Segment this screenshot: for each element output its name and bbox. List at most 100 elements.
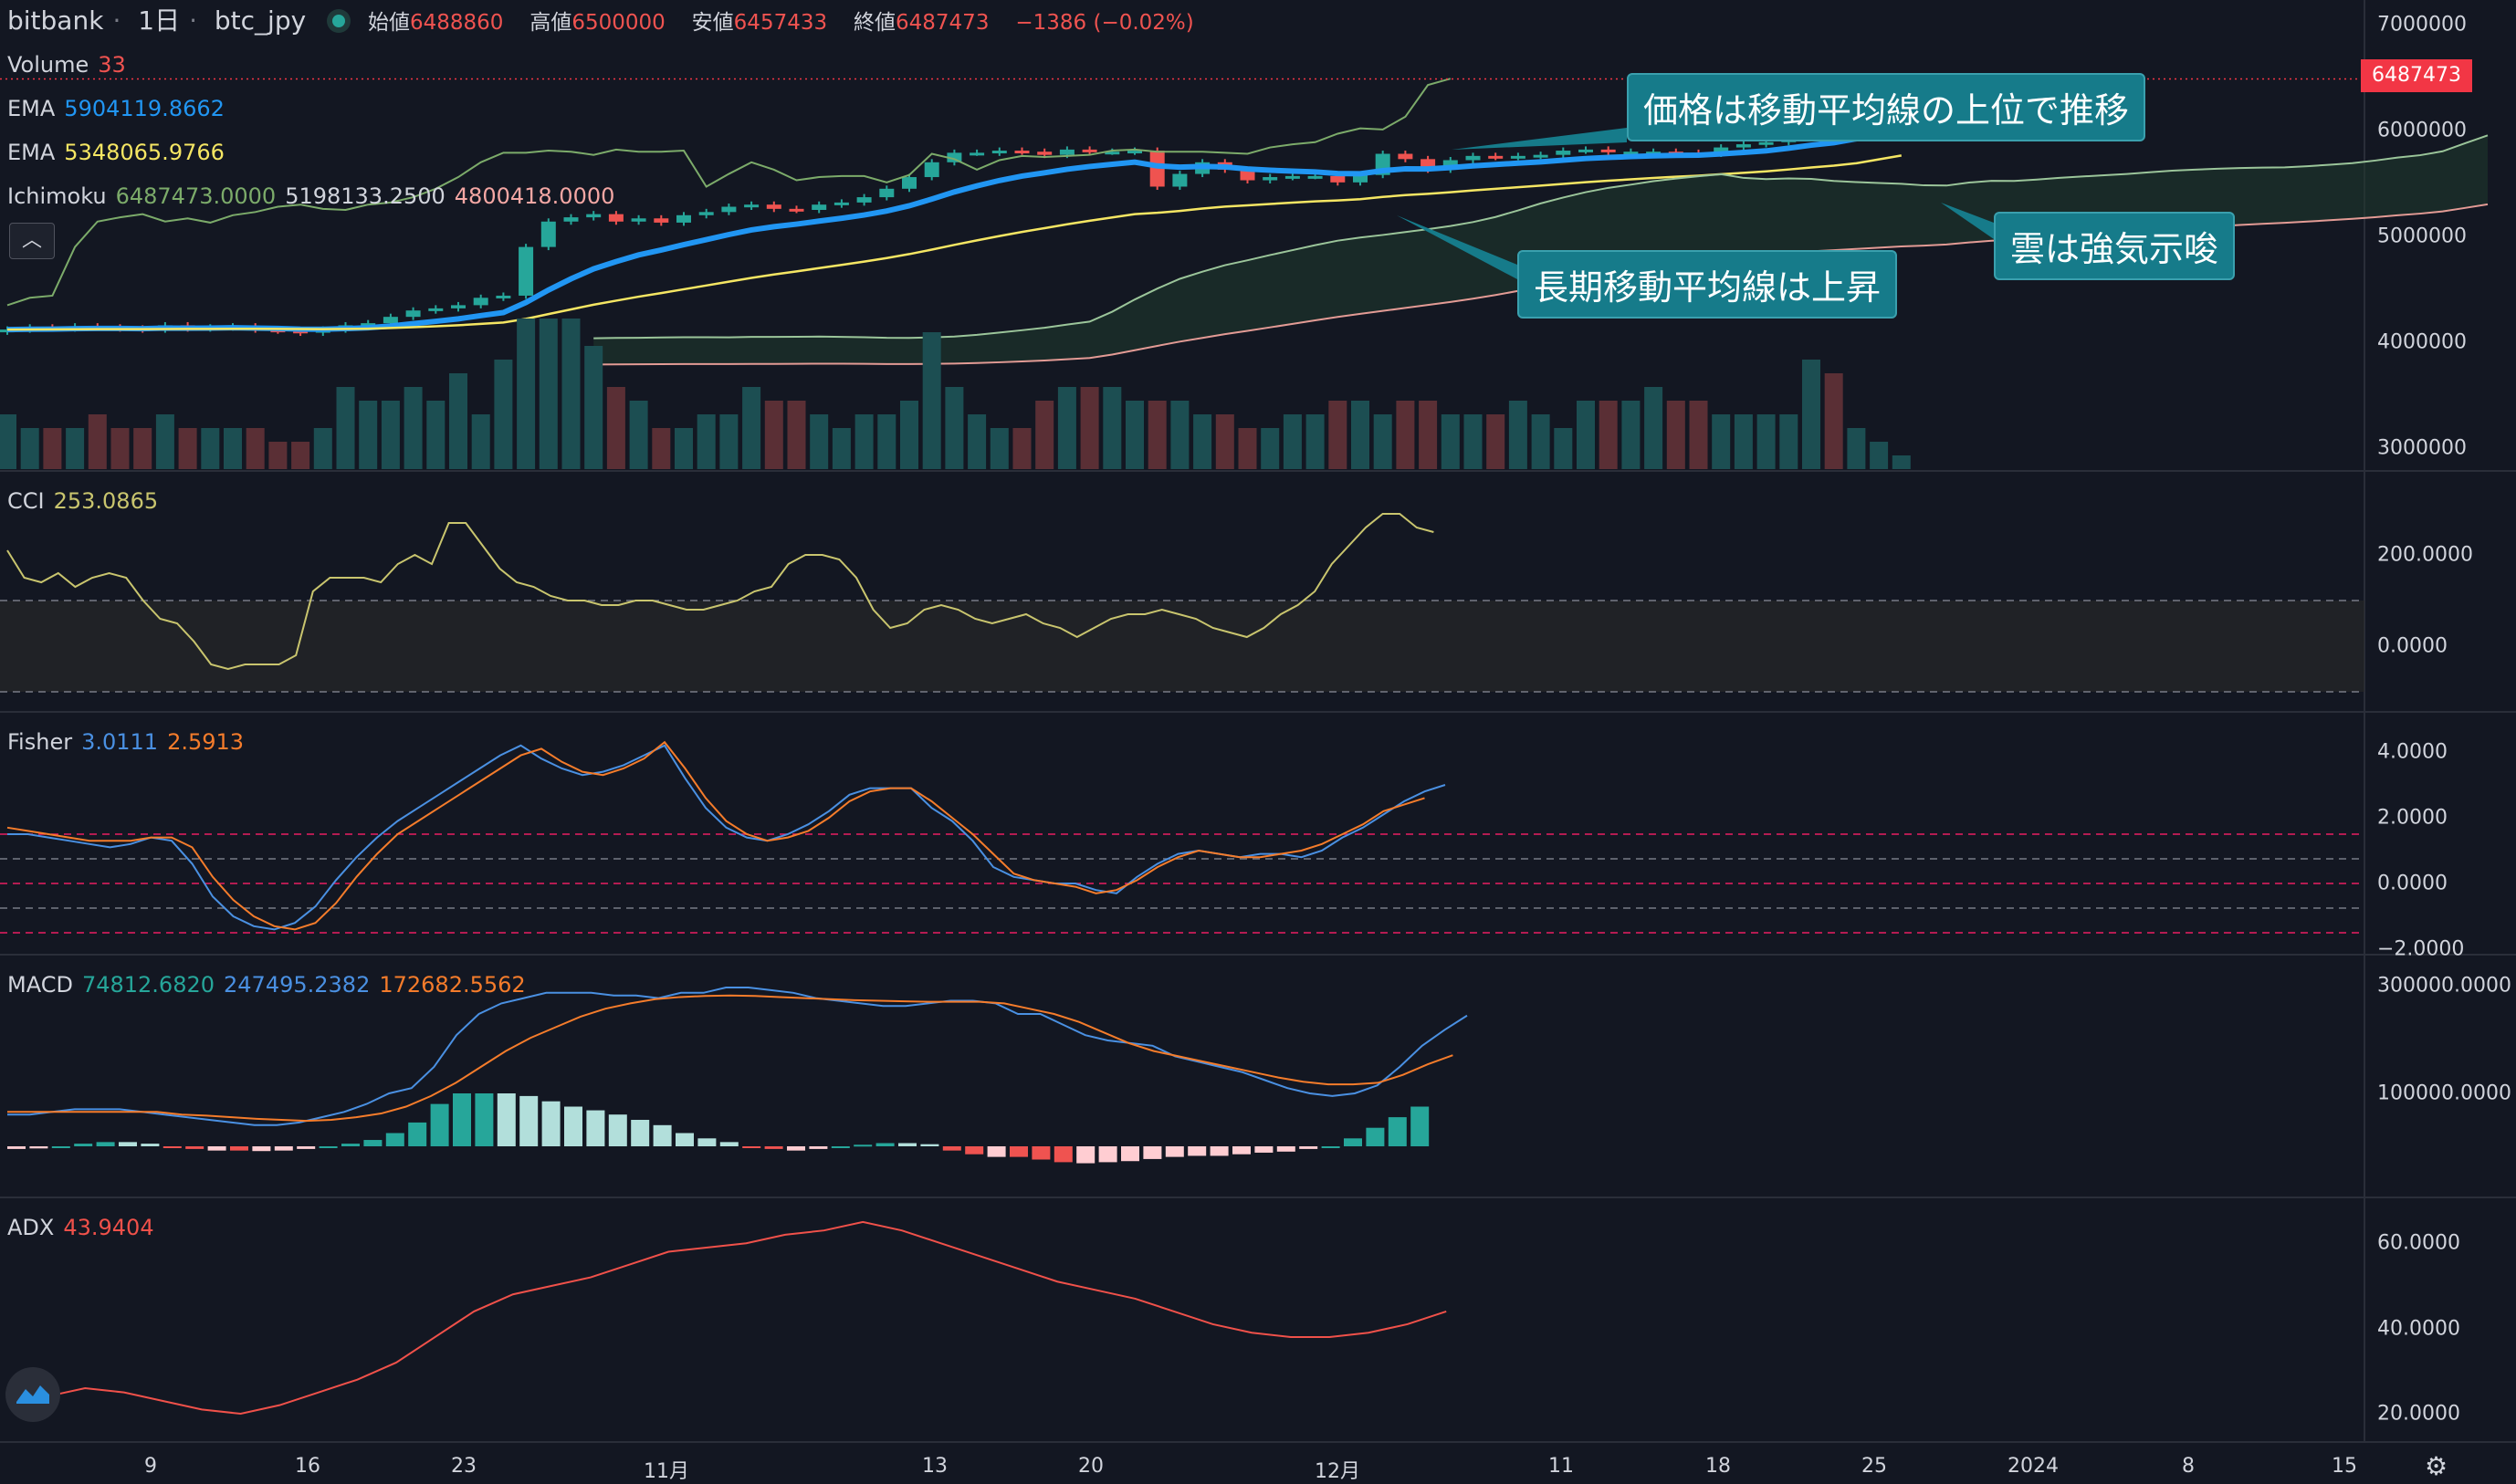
fisher-axis-label: 4.0000 [2377, 740, 2448, 764]
legend-ema-2[interactable]: EMA 5348065.9766 [7, 139, 234, 166]
volume-bar [1126, 401, 1144, 469]
legend-ichimoku[interactable]: Ichimoku 6487473.0000 5198133.2500 4800418.… [7, 183, 624, 210]
candle-body [1105, 152, 1120, 155]
annotation-long-ma-rising[interactable]: 長期移動平均線は上昇 [1517, 250, 1898, 319]
low-label: 安値 [691, 11, 734, 35]
symbol-name[interactable]: btc_jpy [214, 5, 307, 36]
macd-axis-label: 100000.0000 [2377, 1082, 2511, 1105]
candle-body [833, 202, 849, 205]
volume-bar [359, 401, 378, 469]
volume-bar [900, 401, 918, 469]
volume-bar [1057, 387, 1076, 469]
candle-body [293, 330, 309, 334]
volume-bar [810, 414, 829, 469]
legend-ema-1[interactable]: EMA 5904119.8662 [7, 95, 234, 122]
price-axis-label: 5000000 [2377, 225, 2467, 248]
ichimoku-cloud [593, 135, 2489, 365]
legend-fisher[interactable]: Fisher 3.0111 2.5913 [7, 728, 253, 756]
candle-body [1353, 174, 1368, 183]
legend-volume-name: Volume [7, 52, 89, 78]
last-price-tag: 6487473 [2361, 59, 2472, 92]
volume-bar [224, 428, 242, 469]
macd-histogram-bar [252, 1146, 271, 1152]
legend-ichimoku-v3: 4800418.0000 [454, 183, 615, 209]
macd-histogram-bar [1076, 1146, 1096, 1164]
volume-bar [1419, 401, 1438, 469]
candle-body [766, 204, 781, 209]
close-value: 6487473 [896, 11, 990, 35]
volume-bar [1148, 401, 1167, 469]
candle-body [1127, 151, 1142, 154]
volume-bar [1779, 414, 1798, 469]
volume-bar [606, 387, 625, 469]
tradingview-logo-icon[interactable] [5, 1367, 60, 1422]
macd-histogram-bar [1188, 1146, 1207, 1156]
candle-body [451, 305, 466, 308]
macd-histogram-bar [920, 1144, 939, 1146]
volume-bar [539, 319, 558, 469]
price-axis-label: 3000000 [2377, 436, 2467, 460]
candle-body [856, 197, 872, 203]
volume-bar [561, 319, 581, 469]
change-value: −1386 (−0.02%) [1015, 11, 1194, 35]
annotation-cloud-bullish[interactable]: 雲は強気示唆 [1994, 212, 2236, 280]
macd-histogram-bar [1299, 1146, 1318, 1149]
legend-cci-name: CCI [7, 488, 45, 514]
candle-body [0, 329, 15, 333]
volume-bar [1734, 414, 1753, 469]
macd-histogram-bar [564, 1106, 582, 1146]
macd-line [7, 987, 1468, 1126]
candle-body [563, 217, 579, 222]
volume-bar [1486, 414, 1505, 469]
time-axis-label: 15 [2332, 1455, 2357, 1478]
volume-bar [1283, 414, 1302, 469]
interval-label[interactable]: 1日 [138, 5, 181, 36]
macd-histogram-bar [1254, 1146, 1274, 1153]
legend-ichimoku-v2: 5198133.2500 [285, 183, 446, 209]
collapse-legend-button[interactable]: ︿ [9, 223, 55, 259]
macd-histogram-bar [341, 1144, 360, 1146]
legend-macd[interactable]: MACD 74812.6820 247495.2382 172682.5562 [7, 971, 535, 998]
symbol-header[interactable]: bitbank · 1日 · btc_jpy 始値6488860 高値6500000… [7, 5, 1194, 36]
high-value: 6500000 [571, 11, 666, 35]
time-axis-label: 9 [144, 1455, 157, 1478]
volume-bar [1261, 428, 1280, 469]
adx-pane [6, 1220, 1447, 1416]
gear-icon[interactable]: ⚙ [2425, 1451, 2448, 1481]
macd-histogram-bar [1143, 1146, 1162, 1159]
legend-cci[interactable]: CCI 253.0865 [7, 487, 167, 515]
volume-bar [133, 428, 152, 469]
legend-fisher-v2: 2.5913 [167, 729, 245, 755]
volume-bar [854, 414, 874, 469]
macd-histogram-bar [96, 1142, 115, 1146]
price-axis-label: 6000000 [2377, 119, 2467, 142]
time-axis-label: 23 [451, 1455, 477, 1478]
candle-body [1533, 154, 1548, 158]
macd-histogram-bar [1054, 1146, 1073, 1163]
macd-histogram-bar [831, 1146, 850, 1148]
candle-body [473, 298, 488, 306]
candle-body [1014, 151, 1030, 154]
cci-pane [0, 513, 2364, 693]
volume-bar [1870, 442, 1889, 469]
candle-body [654, 218, 669, 223]
macd-histogram-bar [608, 1114, 627, 1146]
exchange-name: bitbank [7, 5, 104, 36]
legend-adx[interactable]: ADX 43.9404 [7, 1214, 163, 1241]
volume-bar [968, 414, 987, 469]
candle-body [631, 218, 646, 222]
pane-separators [0, 0, 2516, 1443]
fisher-axis-label: −2.0000 [2377, 937, 2465, 961]
macd-histogram-bar [809, 1146, 828, 1149]
annotation-arrow [1452, 128, 1627, 150]
legend-macd-v2: 247495.2382 [224, 972, 371, 998]
cci-axis-label: 200.0000 [2377, 543, 2473, 567]
macd-histogram-bar [453, 1093, 471, 1146]
macd-histogram-bar [1276, 1146, 1295, 1152]
volume-bar [764, 401, 783, 469]
macd-histogram-bar [519, 1095, 539, 1146]
volume-bar [652, 428, 671, 469]
legend-volume[interactable]: Volume 33 [7, 51, 135, 78]
annotation-price-above-ma[interactable]: 価格は移動平均線の上位で推移 [1627, 73, 2146, 141]
